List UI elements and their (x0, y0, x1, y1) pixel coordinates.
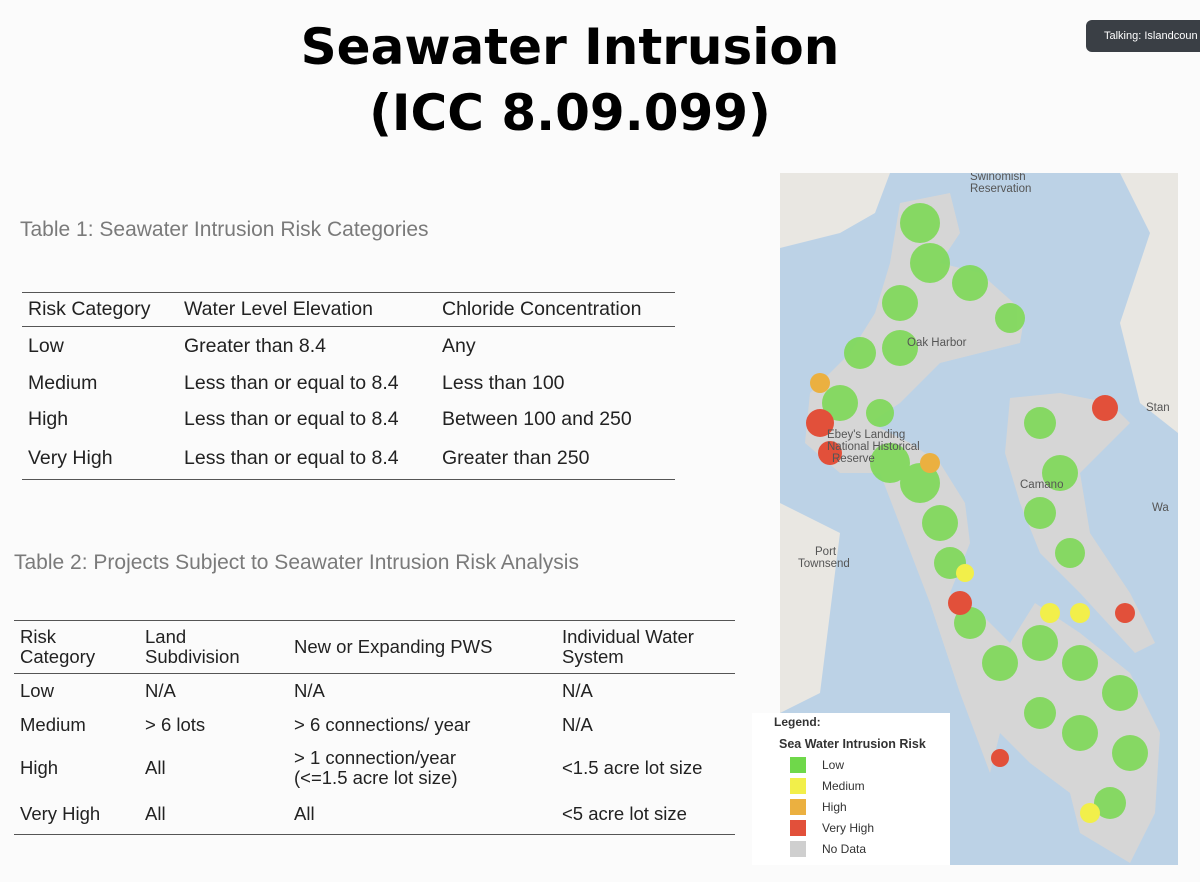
header-cell: Land Subdivision (139, 620, 288, 674)
projects-table: Risk Category Land Subdivision New or Expa… (14, 620, 735, 835)
table-cell: Very High (14, 794, 139, 835)
map-label: Camano (1020, 479, 1063, 491)
table-cell: Less than 100 (442, 372, 565, 394)
risk-table: Risk Category Water Level Elevation Chlori… (22, 292, 675, 480)
cell-line: > 1 connection/year (294, 747, 456, 768)
table-row: Low N/A N/A N/A (14, 674, 735, 708)
risk-areas (822, 203, 1148, 819)
legend-swatch (790, 799, 806, 815)
title-line: Seawater Intrusion (300, 18, 840, 76)
table-head: Risk Category Land Subdivision New or Expa… (14, 620, 735, 674)
table-row: High Less than or equal to 8.4 Between 100… (22, 402, 675, 438)
header-cell: Water Level Elevation (178, 292, 436, 327)
slide-title: Seawater Intrusion (ICC 8.09.099) (0, 14, 1140, 146)
table-cell: Medium (28, 372, 98, 394)
header-row: Risk Category Land Subdivision New or Expa… (14, 620, 735, 674)
table-cell: N/A (145, 679, 176, 701)
table-cell: N/A (294, 679, 325, 701)
table-cell: All (288, 794, 556, 835)
table-cell: > 1 connection/year (<=1.5 acre lot size) (288, 742, 556, 795)
map-label: Wa (1152, 502, 1169, 514)
camano-island (1005, 393, 1155, 653)
legend-label: No Data (822, 842, 867, 856)
map-label: Townsend (798, 558, 850, 570)
table-cell: Greater than 250 (436, 437, 675, 480)
table-cell: Less than or equal to 8.4 (184, 408, 399, 430)
table-cell: <5 acre lot size (556, 794, 735, 835)
map-label: Reservation (970, 183, 1031, 195)
table-row: Very High Less than or equal to 8.4 Greate… (22, 437, 675, 480)
map-legend: Legend: Sea Water Intrusion Risk Low Medi… (752, 713, 950, 865)
legend-title: Legend: (774, 715, 821, 729)
table-row: Medium Less than or equal to 8.4 Less than… (22, 366, 675, 402)
table-cell: Greater than 8.4 (184, 334, 327, 357)
table-cell: Between 100 and 250 (442, 408, 632, 430)
table-row: Low Greater than 8.4 Any (22, 327, 675, 366)
table-body: Low N/A N/A N/A Medium > 6 lots > 6 connection… (14, 674, 735, 835)
table-row: Medium > 6 lots > 6 connections/ year N/A (14, 708, 735, 742)
table-cell: All (139, 794, 288, 835)
title-line: (ICC 8.09.099) (369, 84, 771, 142)
header-cell: New or Expanding PWS (288, 620, 556, 674)
table-head: Risk Category Water Level Elevation Chlori… (22, 292, 675, 327)
legend-swatch (790, 757, 806, 773)
table-cell: N/A (562, 713, 593, 735)
legend-label: Very High (822, 821, 875, 835)
table-cell: > 6 connections/ year (294, 713, 471, 735)
header-cell: Chloride Concentration (436, 292, 675, 327)
speaker-indicator: Talking: Islandcoun (1086, 20, 1200, 52)
header-row: Risk Category Water Level Elevation Chlori… (22, 292, 675, 327)
map-label: National Historical (827, 441, 920, 453)
mainland (1120, 173, 1178, 433)
table-cell: Less than or equal to 8.4 (184, 372, 399, 394)
table-cell: High (28, 408, 69, 430)
table-cell: Low (20, 679, 54, 701)
mainland (780, 173, 890, 713)
table-cell: N/A (562, 679, 593, 701)
legend-subtitle: Sea Water Intrusion Risk (779, 737, 926, 751)
table-cell: Very High (22, 437, 178, 480)
table-caption: Table 2: Projects Subject to Seawater In… (14, 551, 579, 574)
header-cell: Risk Category (14, 620, 139, 674)
legend-label: Medium (822, 779, 865, 793)
table-caption: Table 1: Seawater Intrusion Risk Categor… (20, 218, 429, 241)
legend-label: Low (822, 758, 845, 772)
cell-line: (<=1.5 acre lot size) (294, 767, 458, 788)
legend-label: High (822, 800, 847, 814)
table-row: Very High All All <5 acre lot size (14, 794, 735, 835)
table-cell: High (20, 757, 59, 778)
map-label: Reserve (832, 453, 875, 465)
table-row: High All > 1 connection/year (<=1.5 acre lo… (14, 742, 735, 795)
map-label: Swinomish (970, 173, 1026, 183)
table-cell: <1.5 acre lot size (562, 757, 703, 778)
table-cell: Any (442, 334, 476, 357)
map-label: Oak Harbor (907, 337, 967, 349)
header-cell: Individual Water System (556, 620, 735, 674)
table-body: Low Greater than 8.4 Any Medium Less than or… (22, 327, 675, 480)
legend-swatch (790, 841, 806, 857)
legend-swatch (790, 820, 806, 836)
table-cell: > 6 lots (145, 713, 206, 735)
table-cell: All (145, 757, 166, 778)
table-cell: Medium (20, 713, 86, 735)
legend-swatch (790, 778, 806, 794)
table-cell: Low (28, 334, 64, 357)
map-label: Stan (1146, 402, 1170, 414)
risk-areas-high (806, 373, 1135, 823)
header-cell: Risk Category (22, 292, 178, 327)
map-label: Ebey's Landing (827, 429, 905, 441)
table-cell: Less than or equal to 8.4 (178, 437, 436, 480)
map-label: Port (815, 546, 837, 558)
